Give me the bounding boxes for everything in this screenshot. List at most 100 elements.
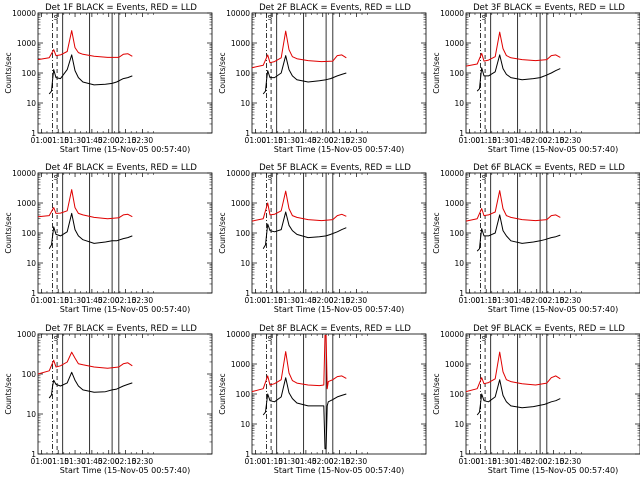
panel-5-xtick-label: 01:30: [278, 296, 300, 305]
panel-5-series-1: [262, 211, 347, 249]
panel-2-xtick-label: 02:00: [312, 136, 334, 145]
panel-4-ytick-label: 1000: [17, 199, 36, 208]
panel-2-ytick-label: 1: [245, 129, 250, 138]
panel-3-series-1: [476, 54, 561, 92]
panel-9-xtick-label: 02:00: [526, 457, 548, 466]
panel-2-ytick-label: 10: [240, 99, 250, 108]
panel-7-xtick-label: 02:30: [132, 457, 154, 466]
panel-9-xtick-label: 02:15: [543, 457, 565, 466]
panel-9-title: Det 9F BLACK = Events, RED = LLD: [473, 324, 625, 334]
panel-1-series-0: [37, 30, 133, 61]
panel-4-ytick-label: 100: [22, 229, 37, 238]
panel-6-marker-label: S: [482, 174, 487, 182]
panel-7-xtick-label: 02:00: [98, 457, 120, 466]
panel-8-frame: [251, 333, 427, 455]
panel-5-series-0: [251, 190, 347, 222]
panel-1-xtick-label: 01:45: [81, 136, 103, 145]
panel-8-xtick-label: 02:00: [312, 457, 334, 466]
panel-9-ytick-label: 1: [459, 450, 464, 459]
panel-7-ytick-label: 100: [22, 370, 37, 379]
panel-4-xtick-label: 01:30: [64, 296, 86, 305]
panel-4-ytick-label: 10: [26, 259, 36, 268]
panel-6-ytick-label: 1: [459, 289, 464, 298]
panel-5-xtick-label: 01:45: [295, 296, 317, 305]
panel-5-xtick-label: 02:15: [329, 296, 351, 305]
panel-4-ytick-label: 1: [31, 289, 36, 298]
panel-8-title: Det 8F BLACK = Events, RED = LLD: [259, 324, 411, 334]
panel-7-series-1: [48, 371, 133, 399]
panel-8-xlabel: Start Time (15-Nov-05 00:57:40): [274, 466, 404, 475]
panel-4-frame: [37, 172, 213, 294]
panel-3-xtick-label: 02:30: [560, 136, 582, 145]
panel-6-xtick-label: 02:00: [526, 296, 548, 305]
panel-3-xtick-label: 01:45: [509, 136, 531, 145]
panel-4-title: Det 4F BLACK = Events, RED = LLD: [45, 163, 197, 173]
panel-6-ytick-label: 10: [454, 259, 464, 268]
panel-2-xtick-label: 02:30: [346, 136, 368, 145]
panel-3-ylabel: Counts/sec: [432, 52, 441, 93]
panel-1-xlabel: Start Time (15-Nov-05 00:57:40): [60, 145, 190, 154]
panel-1-ytick-label: 1000: [17, 39, 36, 48]
panel-7-series-0: [37, 351, 133, 375]
panel-6-xlabel: Start Time (15-Nov-05 00:57:40): [488, 305, 618, 314]
panel-9-xlabel: Start Time (15-Nov-05 00:57:40): [488, 466, 618, 475]
panel-4-xtick-label: 01:15: [47, 296, 69, 305]
panel-5-frame: [251, 172, 427, 294]
panel-5-ytick-label: 10000: [226, 169, 250, 178]
panel-4-ytick-label: 10000: [12, 169, 36, 178]
panel-2-frame: [251, 12, 427, 134]
panel-1-ytick-label: 10: [26, 99, 36, 108]
panel-2-xlabel: Start Time (15-Nov-05 00:57:40): [274, 145, 404, 154]
panel-2-ytick-label: 10000: [226, 9, 250, 18]
panel-3-series-0: [465, 31, 561, 67]
panel-4-xtick-label: 02:00: [98, 296, 120, 305]
panel-7-xlabel: Start Time (15-Nov-05 00:57:40): [60, 466, 190, 475]
panel-3-xtick-label: 02:15: [543, 136, 565, 145]
panel-7-ylabel: Counts/sec: [4, 373, 13, 414]
panel-8-xtick-label: 02:30: [346, 457, 368, 466]
panel-4-marker-label: S: [54, 174, 59, 182]
panel-2-xtick-label: 01:15: [261, 136, 283, 145]
panel-7-xtick-label: 01:00: [31, 457, 53, 466]
panel-3-xtick-label: 02:00: [526, 136, 548, 145]
panel-6-ytick-label: 100: [450, 229, 465, 238]
panel-8-xtick-label: 01:45: [295, 457, 317, 466]
panel-8-xtick-label: 02:15: [329, 457, 351, 466]
panel-7-xtick-label: 02:15: [115, 457, 137, 466]
panel-1-marker-label: S: [54, 14, 59, 22]
panel-2-series-1: [262, 55, 347, 95]
panel-7-xtick-label: 01:30: [64, 457, 86, 466]
panel-7-frame: [37, 333, 213, 455]
panel-9-marker-label: S: [482, 335, 487, 343]
panel-1-xtick-label: 01:15: [47, 136, 69, 145]
panel-8-ytick-label: 1000: [231, 360, 250, 369]
panel-7-ytick-label: 10: [26, 410, 36, 419]
panel-1-series-1: [48, 54, 133, 95]
panel-9-frame: [465, 333, 640, 455]
panel-8-ytick-label: 10: [240, 420, 250, 429]
panel-3-xlabel: Start Time (15-Nov-05 00:57:40): [488, 145, 618, 154]
panel-1-ytick-label: 100: [22, 69, 37, 78]
panel-5-ytick-label: 1: [245, 289, 250, 298]
panel-9-series-1: [476, 379, 561, 416]
panel-7-ytick-label: 1000: [17, 330, 36, 339]
panel-1-xtick-label: 02:00: [98, 136, 120, 145]
panel-5-xlabel: Start Time (15-Nov-05 00:57:40): [274, 305, 404, 314]
panel-6-ytick-label: 1000: [445, 199, 464, 208]
panel-6-series-1: [476, 214, 561, 252]
panel-4-ylabel: Counts/sec: [4, 212, 13, 253]
panel-4-xlabel: Start Time (15-Nov-05 00:57:40): [60, 305, 190, 314]
panel-2-title: Det 2F BLACK = Events, RED = LLD: [259, 3, 411, 13]
panel-5-xtick-label: 01:15: [261, 296, 283, 305]
panel-3-ytick-label: 1: [459, 129, 464, 138]
panel-6-xtick-label: 02:15: [543, 296, 565, 305]
panel-5-ylabel: Counts/sec: [218, 212, 227, 253]
panel-3-title: Det 3F BLACK = Events, RED = LLD: [473, 3, 625, 13]
panel-7-ytick-label: 1: [31, 450, 36, 459]
panel-5-title: Det 5F BLACK = Events, RED = LLD: [259, 163, 411, 173]
panel-3-ytick-label: 1000: [445, 39, 464, 48]
panel-6-series-0: [465, 190, 561, 222]
panel-3-ytick-label: 10000: [440, 9, 464, 18]
panel-1-xtick-label: 01:00: [31, 136, 53, 145]
panel-7-xtick-label: 01:15: [47, 457, 69, 466]
